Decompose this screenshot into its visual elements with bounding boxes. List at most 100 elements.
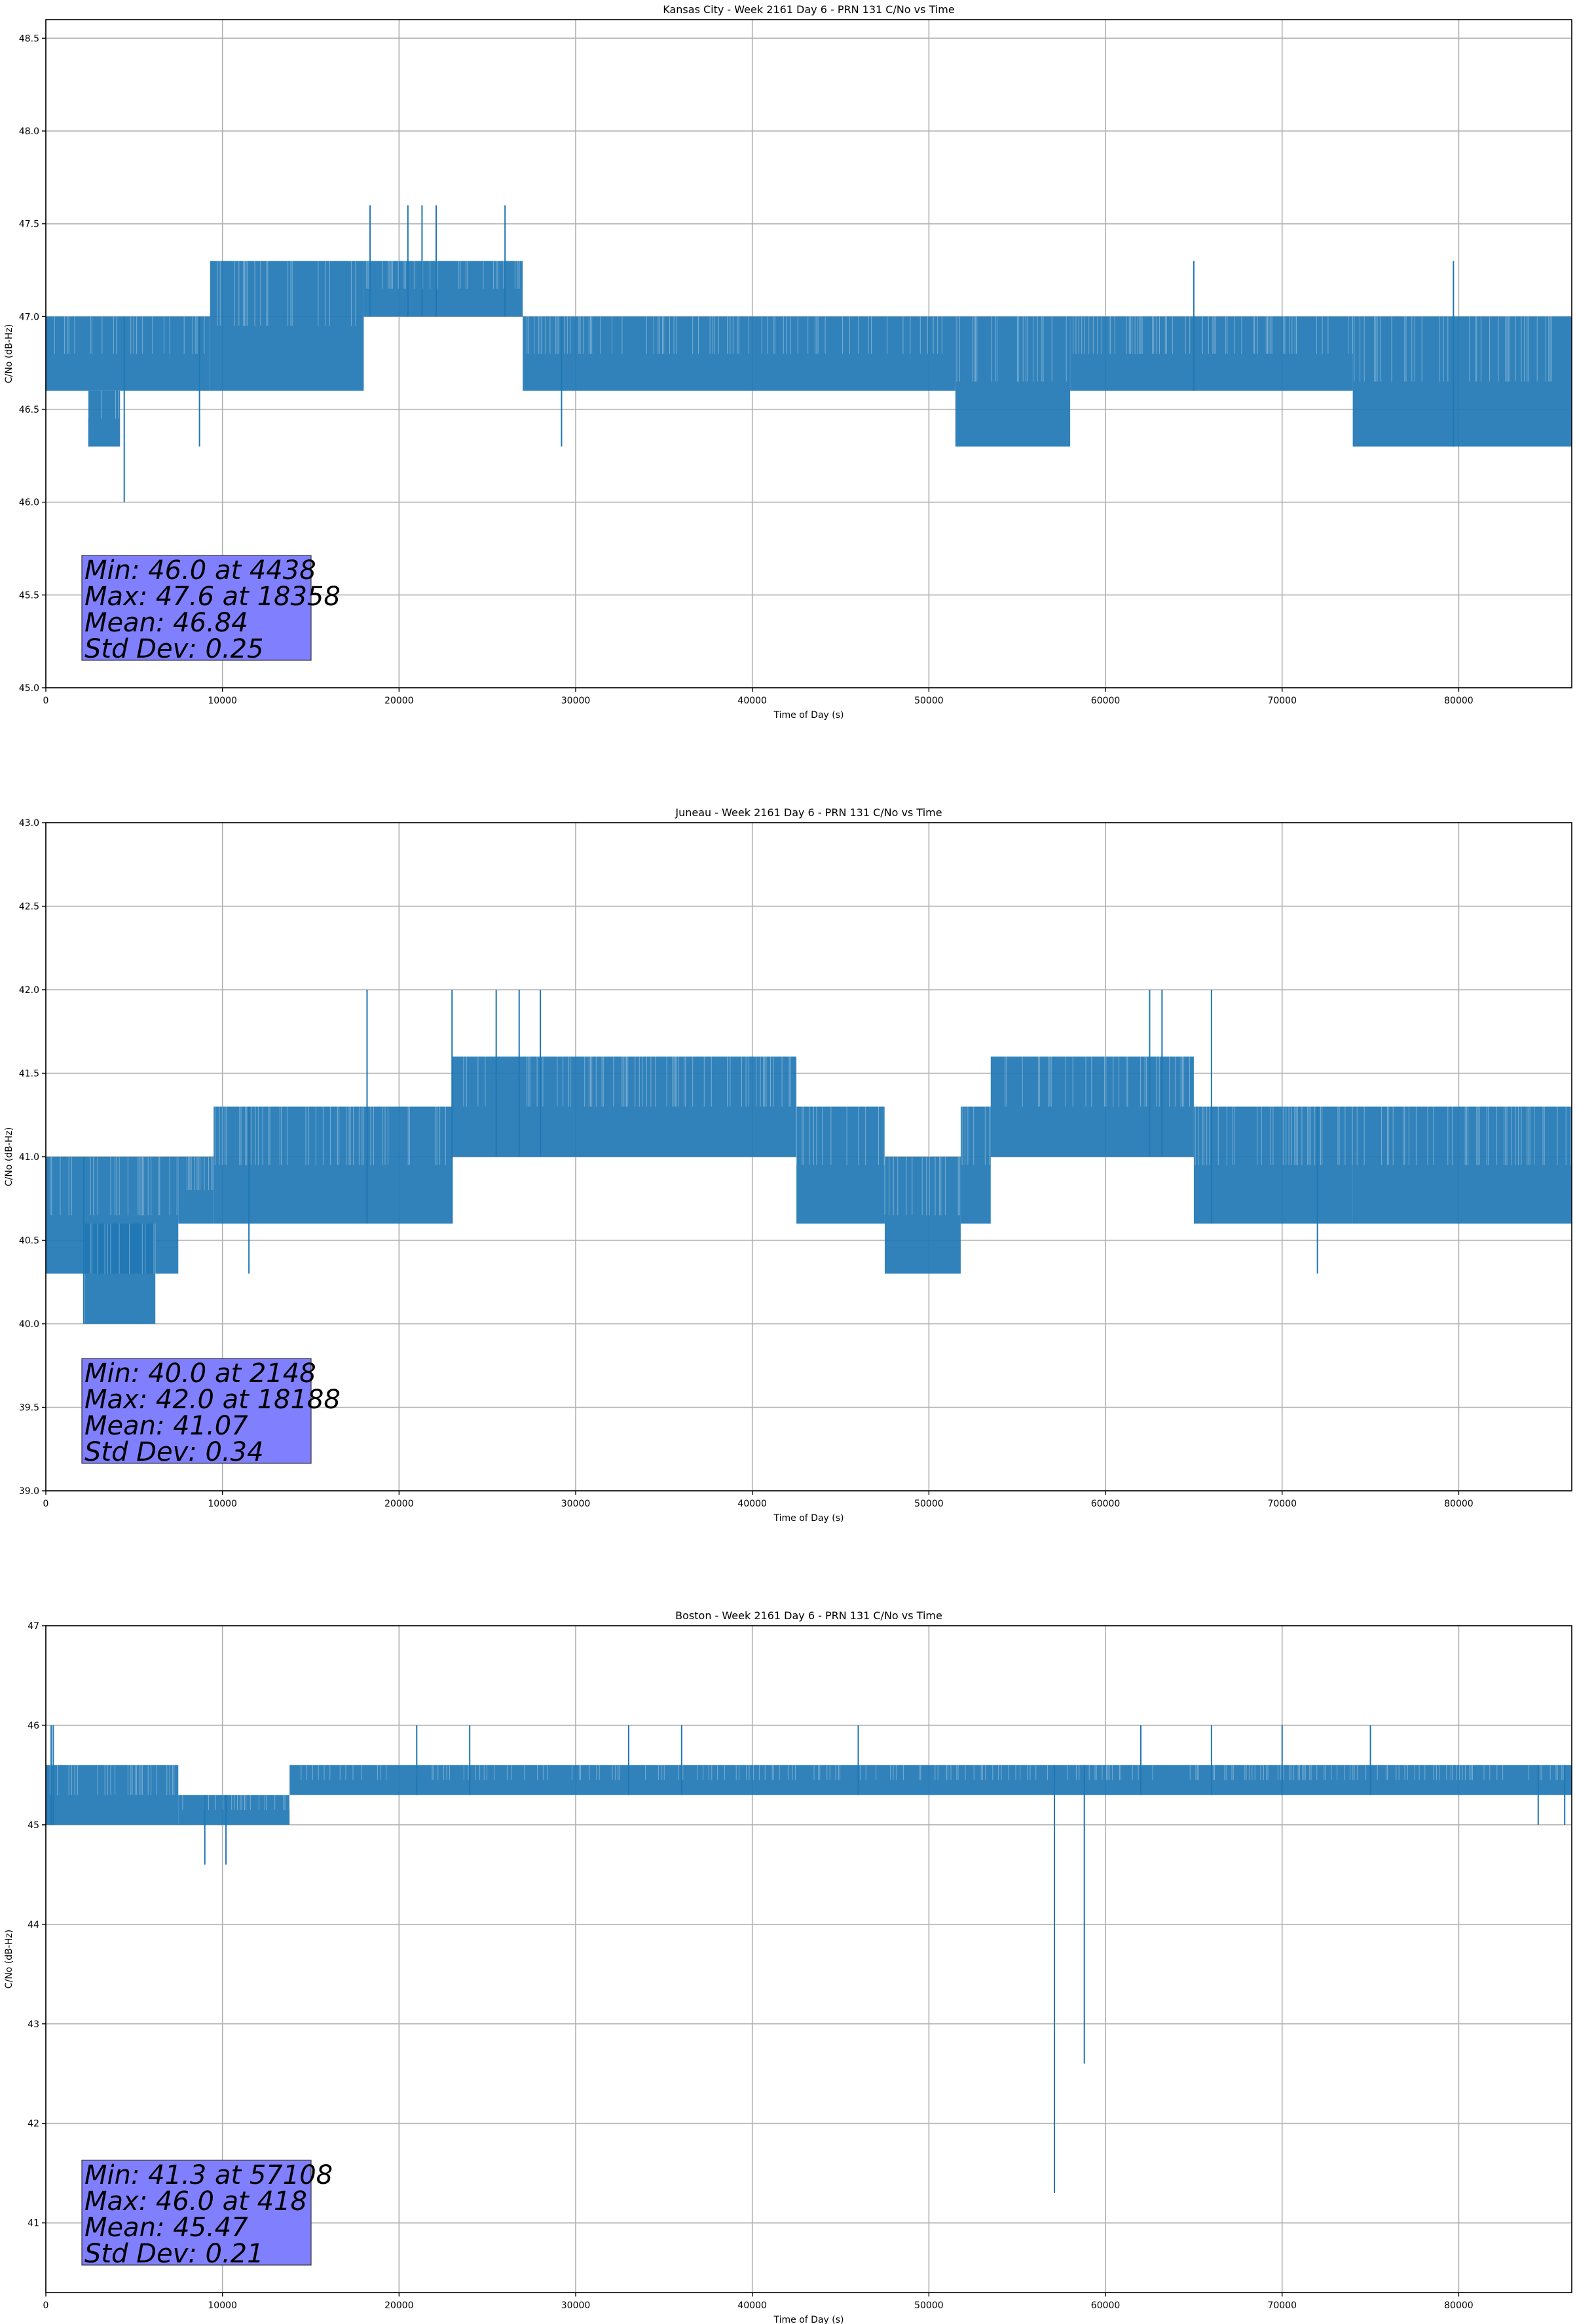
y-tick-label: 46: [28, 1721, 39, 1731]
x-tick-label: 0: [43, 1499, 49, 1509]
y-tick-label: 45: [28, 1820, 39, 1831]
cno-band-segment: [46, 316, 210, 391]
x-tick-label: 30000: [561, 1499, 591, 1509]
x-tick-label: 30000: [561, 696, 591, 706]
cno-band-segment: [1352, 316, 1572, 447]
stats-line: Max: 46.0 at 418: [84, 2186, 307, 2217]
y-tick-label: 47.0: [19, 312, 39, 322]
x-tick-label: 10000: [208, 1499, 237, 1509]
cno-band-segment: [1193, 1106, 1353, 1224]
chart-title: Juneau - Week 2161 Day 6 - PRN 131 C/No …: [675, 806, 942, 819]
cno-band-segment: [452, 1057, 797, 1157]
x-tick-label: 50000: [914, 2300, 944, 2311]
x-tick-label: 0: [43, 2300, 49, 2311]
x-tick-label: 10000: [208, 2300, 237, 2311]
axes-frame: [45, 822, 1572, 1491]
y-axis-label: C/No (dB-Hz): [4, 324, 14, 383]
x-tick-label: 80000: [1444, 2300, 1474, 2311]
cno-band-texture: [50, 1057, 1571, 1274]
y-axis-label: C/No (dB-Hz): [4, 1127, 14, 1186]
y-tick-label: 47: [28, 1621, 39, 1632]
x-tick-label: 80000: [1444, 1499, 1474, 1509]
x-axis-label: Time of Day (s): [773, 2315, 844, 2324]
y-tick-label: 48.5: [19, 33, 39, 44]
cno-band-segment: [884, 1157, 961, 1274]
chart-panel-2: 0 10000 20000 30000 40000 50000 60000 70000 8000…: [4, 806, 1572, 1524]
x-tick-label: 50000: [914, 1499, 944, 1509]
y-tick-label: 46.0: [19, 498, 39, 508]
cno-band-segment: [960, 1106, 991, 1224]
cno-band-segment: [178, 1157, 214, 1224]
y-tick-label: 45.5: [19, 590, 39, 601]
cno-band-segment: [1352, 1106, 1572, 1224]
y-tick-label: 43: [28, 2019, 39, 2030]
cno-band-segment: [363, 261, 523, 317]
y-tick-label: 42.0: [19, 985, 39, 996]
x-tick-label: 40000: [737, 1499, 767, 1509]
x-tick-label: 60000: [1091, 2300, 1121, 2311]
cno-band-segment: [46, 1765, 179, 1825]
cno-band-segment: [213, 1106, 453, 1224]
y-tick-label: 43.0: [19, 818, 39, 829]
cno-band-segment: [84, 1224, 156, 1324]
stats-line: Mean: 41.07: [84, 1411, 248, 1441]
stats-box: [81, 2160, 312, 2266]
y-tick-label: 42: [28, 2119, 39, 2129]
stats-line: Max: 42.0 at 18188: [84, 1385, 341, 1415]
x-tick-label: 60000: [1091, 696, 1121, 706]
stats-box: [81, 1358, 312, 1464]
y-tick-label: 41.5: [19, 1069, 39, 1079]
stats-line: Std Dev: 0.34: [84, 1437, 264, 1467]
stats-line: Max: 47.6 at 18358: [84, 582, 341, 612]
y-tick-label: 40.0: [19, 1319, 39, 1330]
y-tick-label: 45.0: [19, 683, 39, 694]
y-tick-label: 39.0: [19, 1486, 39, 1497]
y-axis-label: C/No (dB-Hz): [4, 1930, 14, 1989]
x-tick-label: 30000: [561, 2300, 591, 2311]
y-tick-label: 48.0: [19, 126, 39, 137]
y-tick-label: 44: [28, 1920, 39, 1930]
x-tick-label: 50000: [914, 696, 944, 706]
axes-frame: [45, 19, 1572, 688]
y-tick-label: 39.5: [19, 1403, 39, 1414]
stats-box: [81, 555, 312, 661]
x-tick-label: 70000: [1267, 2300, 1297, 2311]
x-tick-label: 20000: [384, 696, 414, 706]
x-axis-label: Time of Day (s): [773, 1513, 844, 1524]
stats-line: Std Dev: 0.21: [84, 2239, 264, 2269]
x-tick-label: 40000: [737, 2300, 767, 2311]
y-tick-label: 41: [28, 2219, 39, 2229]
chart-title: Kansas City - Week 2161 Day 6 - PRN 131 …: [663, 3, 954, 16]
cno-band-segment: [990, 1057, 1194, 1157]
stats-line: Mean: 45.47: [84, 2213, 248, 2243]
y-tick-label: 42.5: [19, 902, 39, 912]
chart-panel-3: 0 10000 20000 30000 40000 50000 60000 70000 8000…: [4, 1609, 1572, 2324]
stats-line: Min: 41.3 at 57108: [84, 2160, 333, 2190]
x-tick-label: 40000: [737, 696, 767, 706]
y-tick-label: 47.5: [19, 219, 39, 230]
cno-band-segment: [88, 390, 121, 447]
cno-band-texture: [54, 261, 1552, 419]
x-tick-label: 70000: [1267, 1499, 1297, 1509]
chart-title: Boston - Week 2161 Day 6 - PRN 131 C/No …: [675, 1609, 942, 1622]
cno-band-segment: [178, 1795, 290, 1825]
cno-band-segment: [955, 316, 1071, 447]
stats-line: Min: 46.0 at 4438: [84, 555, 316, 586]
y-tick-label: 40.5: [19, 1236, 39, 1246]
stats-line: Mean: 46.84: [84, 608, 248, 638]
x-tick-label: 10000: [208, 696, 237, 706]
cno-band-segment: [210, 261, 364, 391]
y-tick-label: 41.0: [19, 1152, 39, 1163]
x-axis-label: Time of Day (s): [773, 710, 844, 721]
cno-band-texture: [50, 1765, 1564, 1810]
x-tick-label: 80000: [1444, 696, 1474, 706]
cno-band-segment: [1070, 316, 1353, 391]
y-tick-label: 46.5: [19, 405, 39, 415]
stats-line: Min: 40.0 at 2148: [84, 1359, 316, 1389]
stats-line: Std Dev: 0.25: [84, 634, 264, 664]
chart-panel-1: 0 10000 20000 30000 40000 50000 60000 70000 8000…: [4, 3, 1572, 721]
cno-band-segment: [289, 1765, 1572, 1795]
x-tick-label: 20000: [384, 1499, 414, 1509]
x-tick-label: 0: [43, 696, 49, 706]
